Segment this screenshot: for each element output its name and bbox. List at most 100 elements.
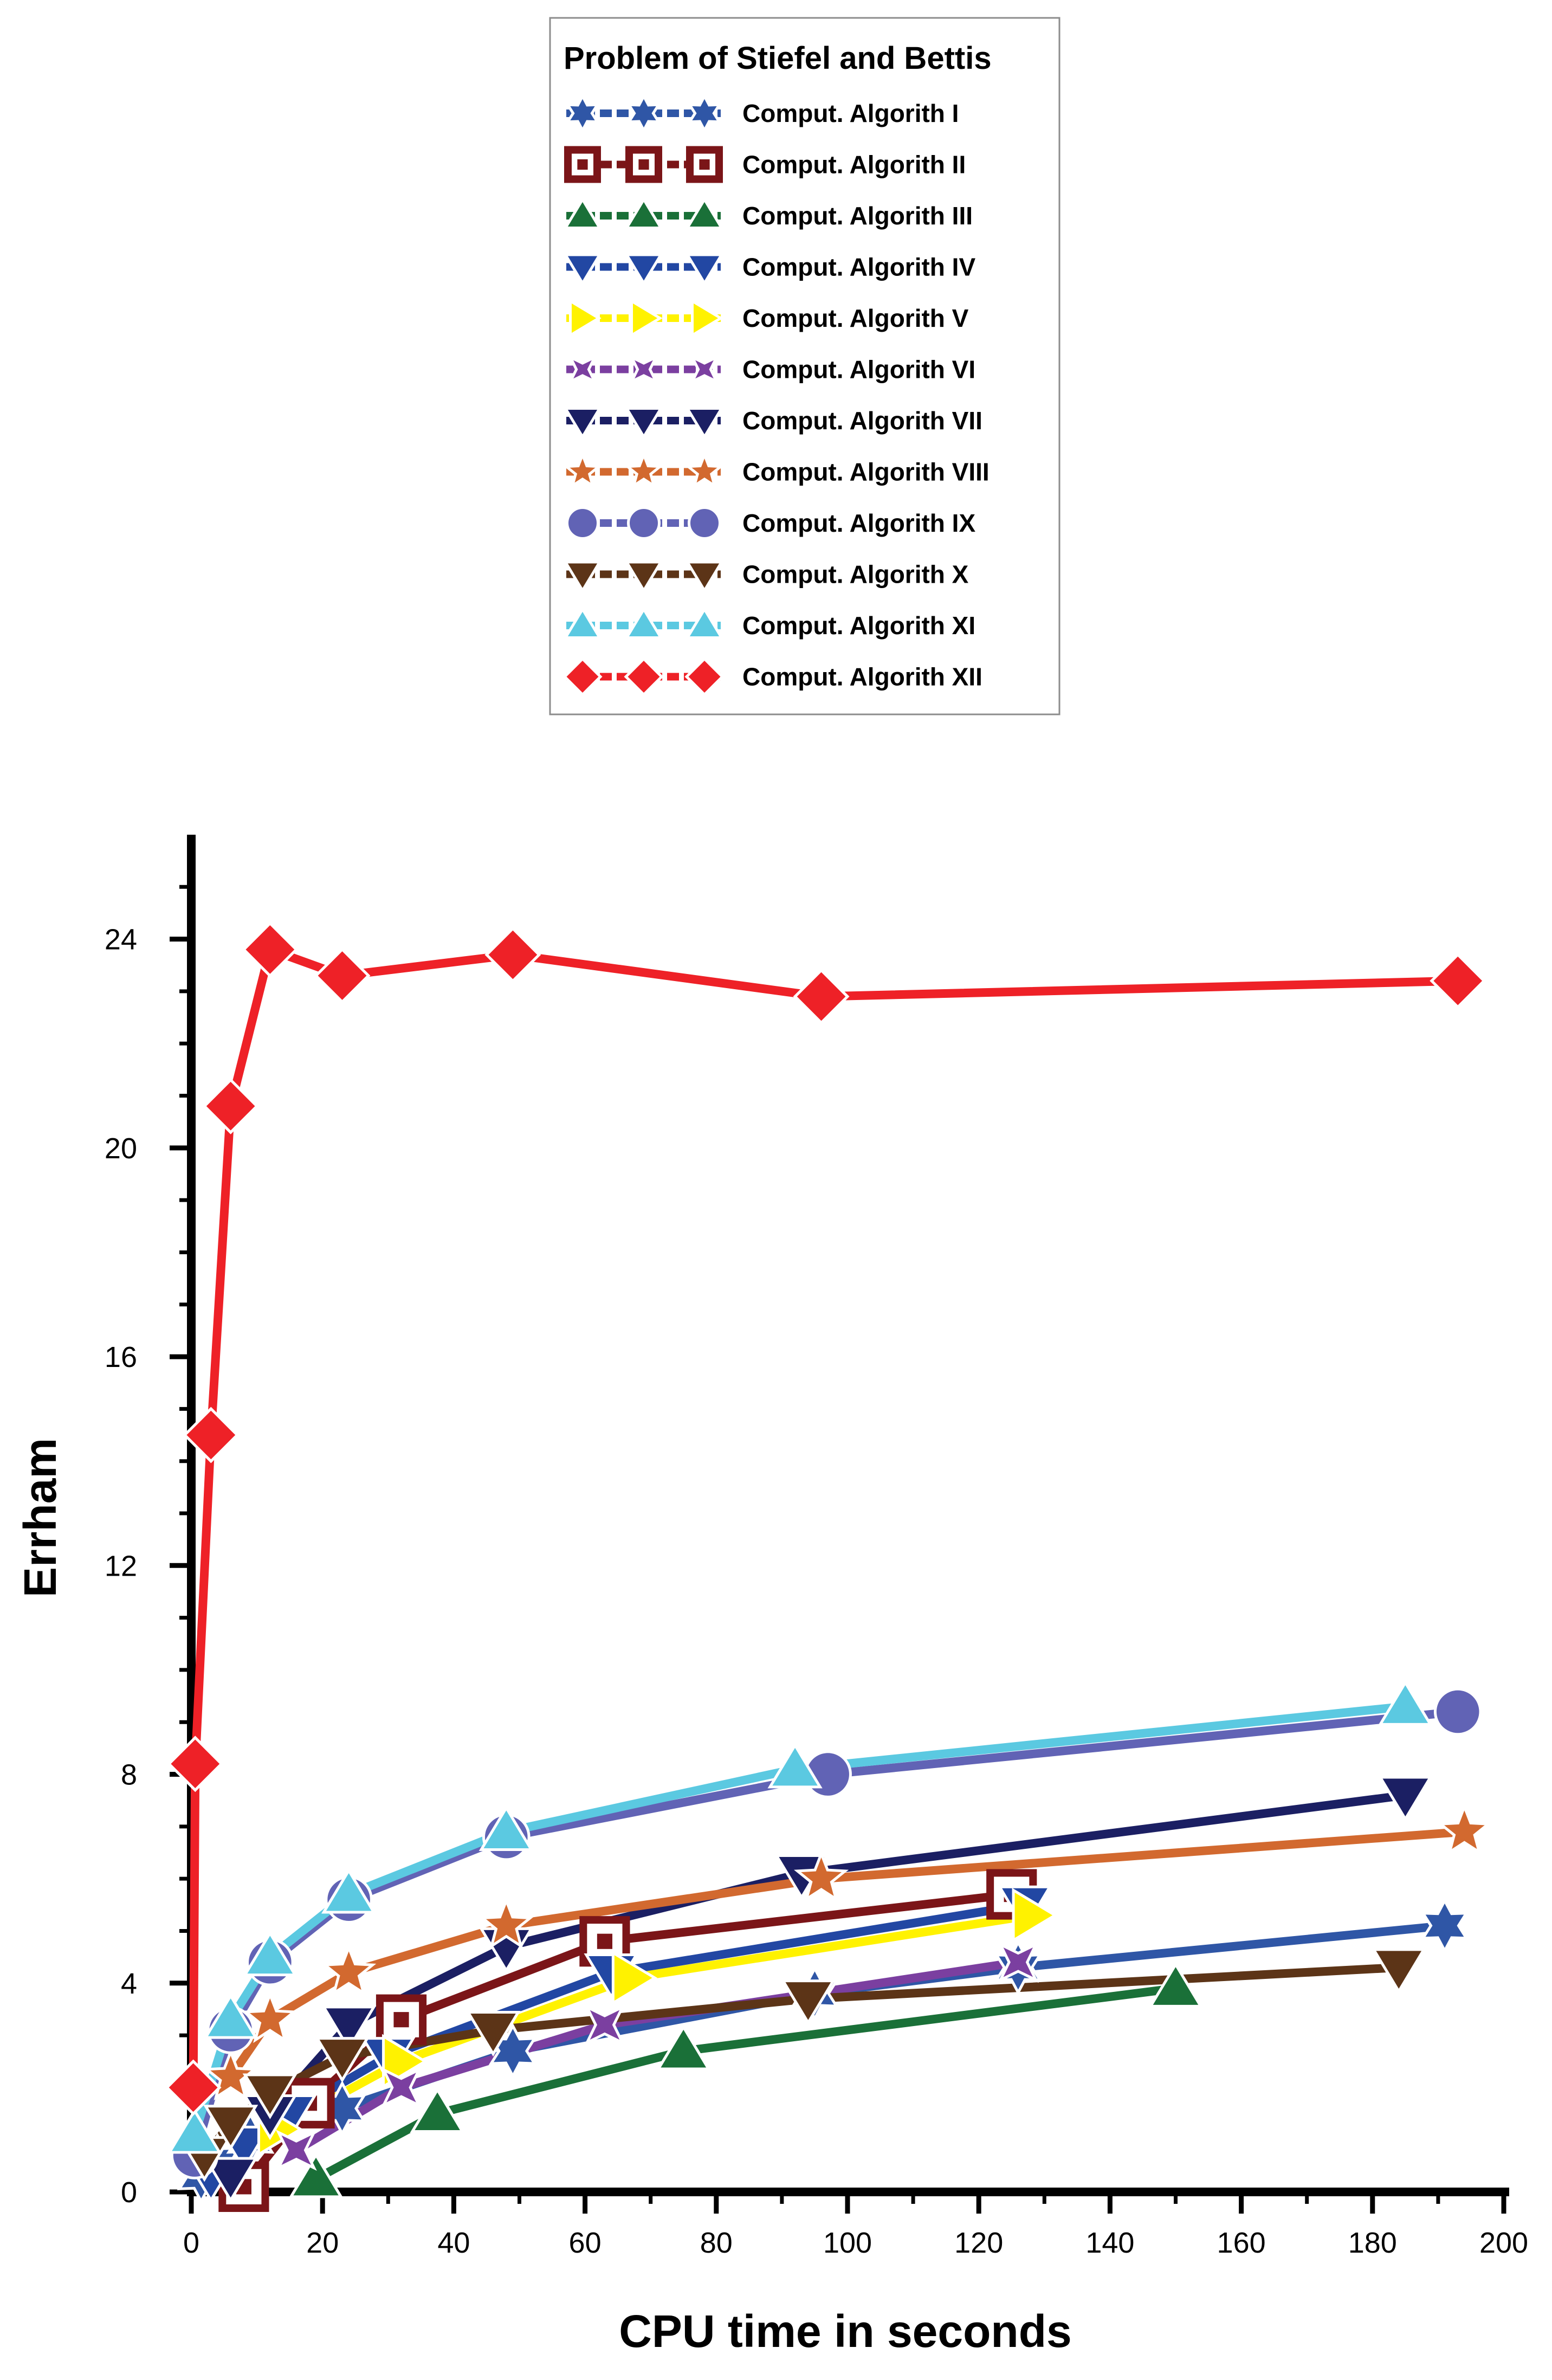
legend-marker [685,197,724,229]
legend-marker [687,93,722,133]
legend-marker [566,506,599,540]
legend: Problem of Stiefel and Bettis Comput. Al… [549,17,1060,715]
series-3-point [656,2024,711,2071]
y-tick-label: 0 [121,2176,137,2209]
x-tick-label: 20 [306,2227,339,2259]
legend-marker [565,93,600,133]
series-1-point [1420,1898,1469,1954]
series-12-point [314,947,371,1004]
legend-marker [563,407,602,440]
legend-marker [563,197,602,229]
legend-marker [684,451,725,489]
legend-item: Comput. Algorith XII [562,656,982,697]
legend-marker [685,560,724,594]
legend-label: Comput. Algorith VIII [742,458,990,486]
series-11-point [767,1743,823,1789]
legend-marker [562,451,603,489]
legend-marker [627,506,661,540]
series-3-point [1148,1962,1204,2008]
series-12-point [484,926,541,983]
y-tick-label: 12 [105,1550,137,1582]
series-12-point [167,1736,224,1792]
legend-marker [569,299,602,338]
series-6-point [275,2129,317,2171]
y-tick-label: 24 [105,924,137,956]
legend-item: Comput. Algorith I [565,93,959,133]
legend-marker [624,607,663,639]
series-10-point [203,2105,258,2151]
series-12-point [1430,952,1486,1009]
legend-marker [688,506,721,540]
y-tick-label: 20 [105,1132,137,1165]
series-3-point [410,2087,465,2133]
x-tick-label: 60 [569,2227,602,2259]
legend-label: Comput. Algorith III [742,202,973,230]
series-6-point [380,2067,422,2108]
legend-marker-inner [699,159,710,170]
series-6-point [997,1942,1039,1983]
series-12-point [202,1078,259,1134]
legend-label: Comput. Algorith XII [742,663,982,691]
series-12-point [165,2059,222,2116]
legend-marker [685,607,724,639]
legend-marker [563,560,602,594]
legend-label: Comput. Algorith X [742,560,969,589]
legend-marker [624,407,663,440]
legend-label: Comput. Algorith VI [742,356,975,384]
legend-marker [624,197,663,229]
legend-marker [562,656,603,697]
series-10-point [314,2037,370,2083]
series-3-line [312,1984,1180,2183]
series-11-point [203,1993,258,2039]
legend-label: Comput. Algorith IX [742,509,975,537]
series-8-point [478,1897,534,1949]
series-11-point [321,1868,377,1914]
legend-item: Comput. Algorith IX [566,506,975,540]
legend-item: Comput. Algorith III [563,197,973,230]
series-8-point [321,1944,377,1996]
legend-marker-inner [577,159,588,170]
series-7-point [203,2157,258,2203]
legend-marker [564,146,601,183]
series-9-point [1433,1687,1482,1736]
legend-marker [689,354,720,385]
legend-marker [567,354,598,385]
series-8-point [203,2048,258,2101]
series-5-point [611,1950,658,2005]
legend-item: Comput. Algorith VII [563,407,982,440]
series-6-point [584,2004,626,2046]
series-2-point-inner [393,2012,409,2028]
x-tick-label: 160 [1217,2227,1266,2259]
legend-marker [691,299,723,338]
legend-marker [686,146,723,183]
legend-item: Comput. Algorith V [566,299,969,338]
x-tick-label: 120 [954,2227,1003,2259]
legend-marker [630,299,663,338]
series-11-point [167,2108,222,2154]
series-7-point [1378,1776,1433,1822]
plot-area: 0 20 40 60 80 100 120 140 160 180 200 0 4 8 12 16 20 24 C… [15,835,1528,2357]
legend-marker [624,560,663,594]
legend-item: Comput. Algorith VIII [562,451,990,489]
legend-label: Comput. Algorith I [742,99,959,127]
series-3-point [288,2152,344,2198]
x-tick-label: 80 [700,2227,733,2259]
legend-marker [629,354,659,385]
legend-label: Comput. Algorith V [742,304,969,332]
y-tick-label: 8 [121,1759,137,1791]
y-axis-title: Errham [15,1438,66,1597]
legend-item: Comput. Algorith IV [563,253,975,286]
series-2-point-inner [597,1933,613,1949]
series-8-point [1437,1803,1492,1855]
series-11-point [242,1930,298,1977]
legend-marker [563,253,602,286]
series-2-point [376,1994,427,2045]
legend-label: Comput. Algorith XI [742,611,975,640]
legend-title: Problem of Stiefel and Bettis [564,41,992,76]
legend-marker [563,607,602,639]
x-tick-label: 180 [1348,2227,1397,2259]
legend-label: Comput. Algorith II [742,151,966,179]
legend-marker [685,253,724,286]
series-11-point [478,1805,534,1851]
series-12-point [793,968,850,1025]
